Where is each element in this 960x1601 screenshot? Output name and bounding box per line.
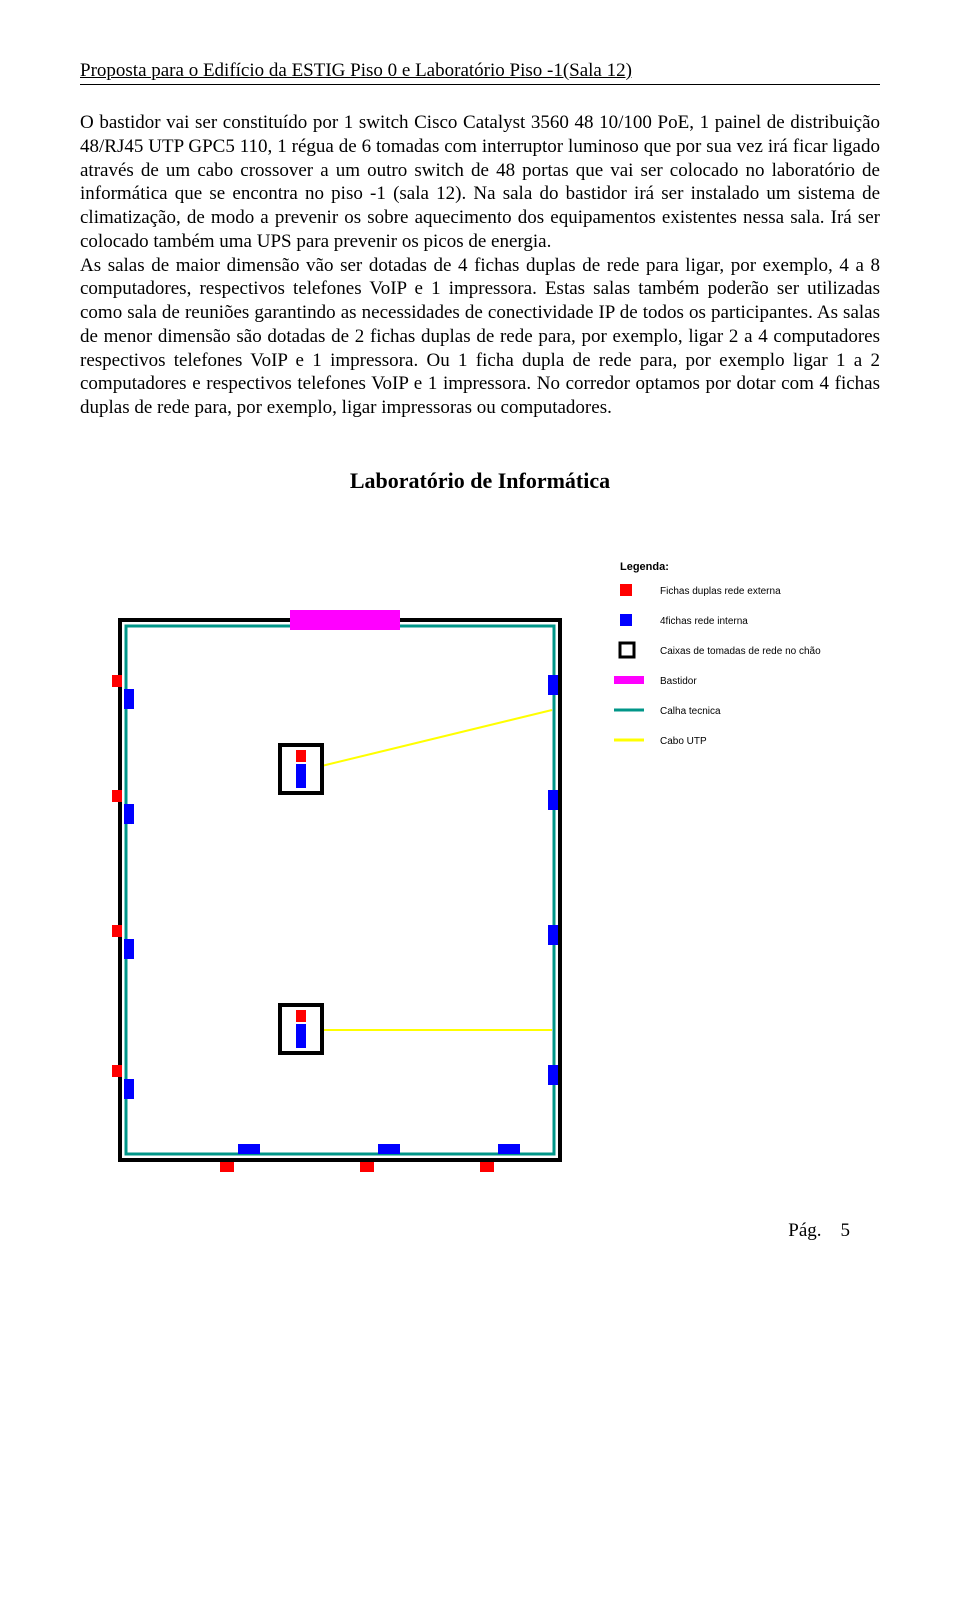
svg-text:Calha tecnica: Calha tecnica xyxy=(660,706,721,717)
page-header: Proposta para o Edifício da ESTIG Piso 0… xyxy=(80,60,880,82)
section-title: Laboratório de Informática xyxy=(80,468,880,494)
footer-label: Pág. xyxy=(788,1220,821,1241)
header-separator xyxy=(80,84,880,85)
page-footer: Pág. 5 xyxy=(80,1220,880,1242)
lab-diagram-container: Legenda: Fichas duplas rede externa 4ficha… xyxy=(80,530,880,1190)
lab-diagram: Legenda: Fichas duplas rede externa 4ficha… xyxy=(80,530,880,1190)
svg-text:Caixas de tomadas de rede no c: Caixas de tomadas de rede no chão xyxy=(660,646,821,657)
svg-text:4fichas rede interna: 4fichas rede interna xyxy=(660,616,748,627)
svg-text:Cabo UTP: Cabo UTP xyxy=(660,736,707,747)
svg-text:Fichas duplas rede externa: Fichas duplas rede externa xyxy=(660,586,781,597)
svg-text:Bastidor: Bastidor xyxy=(660,676,697,687)
body-paragraph: O bastidor vai ser constituído por 1 swi… xyxy=(80,111,880,420)
svg-text:Legenda:: Legenda: xyxy=(620,561,669,573)
footer-number: 5 xyxy=(841,1220,851,1241)
